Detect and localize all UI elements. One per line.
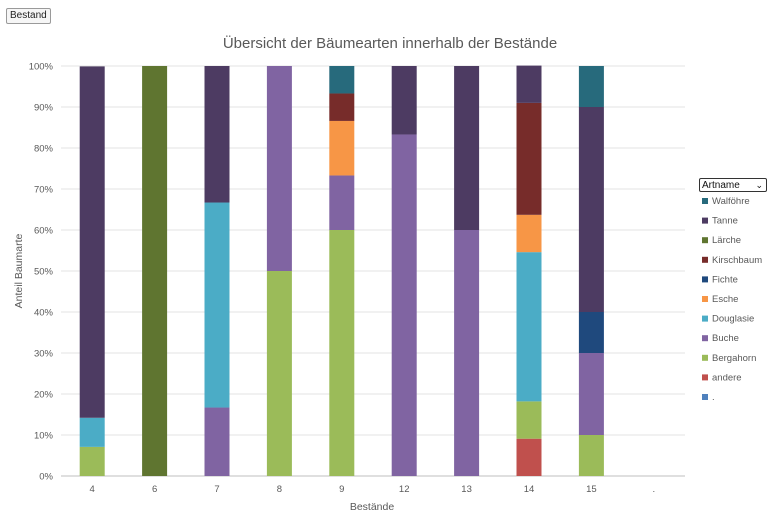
artname-label: Artname: [702, 180, 740, 191]
legend-swatch: [702, 198, 708, 204]
bar-segment: [204, 407, 230, 476]
bar-segment: [454, 66, 480, 230]
bar-segment: [79, 417, 105, 447]
y-tick-label: 20%: [34, 390, 54, 401]
bar-segment: [329, 175, 355, 230]
legend-label: Esche: [712, 294, 738, 305]
bar-segment: [578, 435, 604, 476]
x-tick-label: 7: [214, 484, 219, 495]
y-tick-label: 0%: [39, 472, 53, 483]
legend-label: Tanne: [712, 216, 738, 227]
legend-item: Kirschbaum: [702, 255, 762, 266]
legend-swatch: [702, 256, 708, 263]
bestand-filter-button[interactable]: Bestand: [6, 8, 51, 24]
legend: Walföhre Tanne Lärche Kirschbaum Fichte Esche…: [702, 196, 762, 403]
legend-item: Walföhre: [702, 196, 750, 207]
legend-label: .: [712, 392, 715, 403]
legend-item: Esche: [702, 294, 738, 305]
legend-swatch: [702, 354, 708, 361]
legend-item: Bergahorn: [702, 353, 756, 364]
bar-segment: [204, 66, 230, 203]
legend-item: Lärche: [702, 235, 741, 246]
bar-segment: [516, 102, 542, 215]
legend-label: Kirschbaum: [712, 255, 762, 266]
bar-segment: [329, 93, 355, 121]
bar-segment: [142, 66, 168, 476]
legend-label: Walföhre: [712, 196, 750, 207]
legend-swatch: [702, 374, 708, 381]
bar-segment: [578, 66, 604, 107]
y-axis-title: Anteil Baumarte: [13, 233, 25, 308]
x-axis-ticks: 4 6 7 8 9 12 13 14 15.: [90, 484, 656, 495]
bar-segment: [391, 134, 417, 476]
bars: [79, 65, 604, 476]
x-tick-label: 15: [586, 484, 597, 495]
legend-swatch: [702, 276, 708, 283]
chevron-down-icon: ⌄: [755, 180, 763, 190]
bar-segment: [516, 65, 542, 103]
bar-segment: [578, 107, 604, 312]
bar-segment: [516, 438, 542, 476]
legend-item: Buche: [702, 333, 739, 344]
bar-segment: [266, 271, 292, 476]
bar-segment: [578, 312, 604, 353]
legend-label: andere: [712, 372, 742, 383]
legend-item: Fichte: [702, 274, 738, 285]
x-tick-label: 14: [524, 484, 535, 495]
y-tick-label: 100%: [29, 62, 54, 73]
bar-segment: [79, 446, 105, 476]
legend-item: Douglasie: [702, 314, 754, 325]
legend-swatch: [702, 394, 708, 400]
x-tick-label: 4: [90, 484, 95, 495]
legend-swatch: [702, 335, 708, 342]
bar-segment: [266, 66, 292, 271]
bar-segment: [578, 353, 604, 435]
legend-item: andere: [702, 372, 742, 383]
x-tick-label: 13: [461, 484, 472, 495]
bar-segment: [329, 230, 355, 476]
bar-segment: [516, 214, 542, 253]
legend-label: Fichte: [712, 274, 738, 285]
legend-swatch: [702, 315, 708, 322]
chart-title: Übersicht der Bäumearten innerhalb der B…: [223, 34, 557, 52]
legend-item: .: [702, 392, 715, 403]
bar-segment: [204, 202, 230, 408]
y-tick-label: 60%: [34, 226, 54, 237]
x-tick-label: 9: [339, 484, 344, 495]
bar-segment: [516, 401, 542, 439]
bar-segment: [79, 66, 105, 418]
x-tick-label: 8: [277, 484, 282, 495]
y-tick-label: 70%: [34, 185, 54, 196]
y-tick-label: 80%: [34, 144, 54, 155]
legend-label: Bergahorn: [712, 353, 756, 364]
bar-segment: [329, 66, 355, 94]
y-tick-label: 40%: [34, 308, 54, 319]
legend-swatch: [702, 217, 708, 224]
bar-segment: [329, 120, 355, 176]
x-axis-title: Bestände: [350, 501, 395, 513]
artname-legend-dropdown[interactable]: Artname ⌄: [699, 178, 767, 192]
y-tick-label: 30%: [34, 349, 54, 360]
y-tick-label: 10%: [34, 431, 54, 442]
legend-label: Lärche: [712, 235, 741, 246]
y-axis-ticks: 0% 10% 20% 30% 40% 50% 60% 70% 80% 90% 100%: [29, 62, 54, 483]
x-tick-label: 6: [152, 484, 157, 495]
legend-label: Douglasie: [712, 314, 754, 325]
bar-segment: [516, 252, 542, 402]
legend-item: Tanne: [702, 216, 738, 227]
bar-segment: [454, 230, 480, 476]
x-tick-label: 12: [399, 484, 410, 495]
y-tick-label: 90%: [34, 103, 54, 114]
legend-label: Buche: [712, 333, 739, 344]
legend-swatch: [702, 296, 708, 302]
bar-segment: [391, 66, 417, 135]
y-tick-label: 50%: [34, 267, 54, 278]
x-tick-label: .: [652, 484, 655, 495]
legend-swatch: [702, 237, 708, 244]
